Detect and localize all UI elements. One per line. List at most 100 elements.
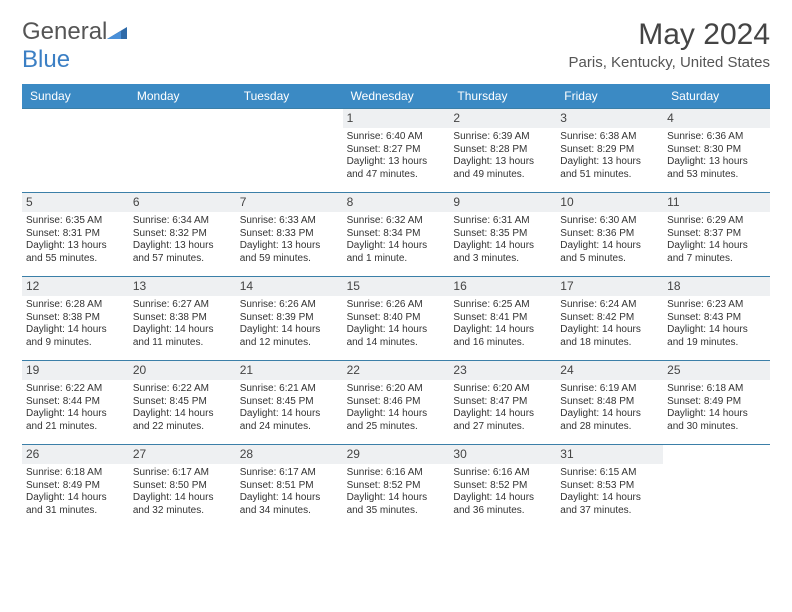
location: Paris, Kentucky, United States bbox=[569, 54, 770, 71]
calendar-cell: 5Sunrise: 6:35 AMSunset: 8:31 PMDaylight… bbox=[22, 192, 129, 276]
weekday-label: Thursday bbox=[449, 84, 556, 108]
day-info-line: and 19 minutes. bbox=[667, 337, 766, 350]
day-info-line: Sunset: 8:42 PM bbox=[560, 312, 659, 325]
calendar-cell: 18Sunrise: 6:23 AMSunset: 8:43 PMDayligh… bbox=[663, 276, 770, 360]
day-info: Sunrise: 6:38 AMSunset: 8:29 PMDaylight:… bbox=[560, 131, 659, 181]
day-info-line: Sunset: 8:28 PM bbox=[453, 144, 552, 157]
day-info-line: Sunset: 8:35 PM bbox=[453, 228, 552, 241]
day-info-line: Sunrise: 6:40 AM bbox=[347, 131, 446, 144]
day-info: Sunrise: 6:18 AMSunset: 8:49 PMDaylight:… bbox=[667, 383, 766, 433]
weekday-header: SundayMondayTuesdayWednesdayThursdayFrid… bbox=[22, 84, 770, 108]
day-number: 20 bbox=[129, 361, 236, 380]
day-number: 19 bbox=[22, 361, 129, 380]
day-info-line: Sunrise: 6:31 AM bbox=[453, 215, 552, 228]
calendar-grid: 1Sunrise: 6:40 AMSunset: 8:27 PMDaylight… bbox=[22, 108, 770, 528]
day-number: 1 bbox=[343, 109, 450, 128]
calendar-cell: 19 Sunrise: 6:22 AMSunset: 8:44 PMDayligh… bbox=[22, 360, 129, 444]
day-number: 29 bbox=[343, 445, 450, 464]
weekday-label: Monday bbox=[129, 84, 236, 108]
day-info-line: Sunrise: 6:34 AM bbox=[133, 215, 232, 228]
calendar-cell: 9 Sunrise: 6:31 AMSunset: 8:35 PMDaylight… bbox=[449, 192, 556, 276]
day-info-line: Sunset: 8:38 PM bbox=[26, 312, 125, 325]
weekday-label: Friday bbox=[556, 84, 663, 108]
day-info: Sunrise: 6:30 AMSunset: 8:36 PMDaylight:… bbox=[560, 215, 659, 265]
day-info-line: and 14 minutes. bbox=[347, 337, 446, 350]
day-info-line: Sunrise: 6:20 AM bbox=[453, 383, 552, 396]
day-number: 27 bbox=[129, 445, 236, 464]
calendar-cell: 2Sunrise: 6:39 AMSunset: 8:28 PMDaylight… bbox=[449, 108, 556, 192]
day-info-line: and 51 minutes. bbox=[560, 169, 659, 182]
calendar-cell: 24Sunrise: 6:19 AMSunset: 8:48 PMDayligh… bbox=[556, 360, 663, 444]
day-info-line: and 3 minutes. bbox=[453, 253, 552, 266]
day-info-line: and 36 minutes. bbox=[453, 505, 552, 518]
logo-text-part2: Blue bbox=[22, 46, 70, 73]
day-info-line: Sunset: 8:32 PM bbox=[133, 228, 232, 241]
day-info: Sunrise: 6:29 AMSunset: 8:37 PMDaylight:… bbox=[667, 215, 766, 265]
calendar-cell: 12Sunrise: 6:28 AMSunset: 8:38 PMDayligh… bbox=[22, 276, 129, 360]
calendar-cell: 23 Sunrise: 6:20 AMSunset: 8:47 PMDayligh… bbox=[449, 360, 556, 444]
day-info-line: Sunrise: 6:38 AM bbox=[560, 131, 659, 144]
day-number: 15 bbox=[343, 277, 450, 296]
day-number: 30 bbox=[449, 445, 556, 464]
calendar-cell: 21Sunrise: 6:21 AMSunset: 8:45 PMDayligh… bbox=[236, 360, 343, 444]
day-info-line: Sunrise: 6:29 AM bbox=[667, 215, 766, 228]
day-info-line: Sunset: 8:41 PM bbox=[453, 312, 552, 325]
day-info-line: Sunrise: 6:30 AM bbox=[560, 215, 659, 228]
day-info-line: Daylight: 14 hours bbox=[560, 324, 659, 337]
day-info-line: Sunset: 8:43 PM bbox=[667, 312, 766, 325]
day-info-line: Sunrise: 6:15 AM bbox=[560, 467, 659, 480]
day-number: 23 bbox=[449, 361, 556, 380]
day-info: Sunrise: 6:16 AMSunset: 8:52 PMDaylight:… bbox=[453, 467, 552, 517]
day-info-line: Sunset: 8:37 PM bbox=[667, 228, 766, 241]
calendar-cell: 3 Sunrise: 6:38 AMSunset: 8:29 PMDaylight… bbox=[556, 108, 663, 192]
calendar-cell-blank bbox=[236, 108, 343, 192]
day-info-line: and 57 minutes. bbox=[133, 253, 232, 266]
day-info-line: Sunrise: 6:33 AM bbox=[240, 215, 339, 228]
day-number: 2 bbox=[449, 109, 556, 128]
day-info-line: Daylight: 14 hours bbox=[240, 492, 339, 505]
day-number: 12 bbox=[22, 277, 129, 296]
day-info-line: Sunset: 8:53 PM bbox=[560, 480, 659, 493]
day-info-line: Daylight: 14 hours bbox=[560, 408, 659, 421]
day-info-line: Sunrise: 6:25 AM bbox=[453, 299, 552, 312]
day-info-line: and 59 minutes. bbox=[240, 253, 339, 266]
day-info: Sunrise: 6:31 AMSunset: 8:35 PMDaylight:… bbox=[453, 215, 552, 265]
day-number: 3 bbox=[556, 109, 663, 128]
calendar-cell: 6Sunrise: 6:34 AMSunset: 8:32 PMDaylight… bbox=[129, 192, 236, 276]
day-info-line: and 31 minutes. bbox=[26, 505, 125, 518]
calendar-cell: 14Sunrise: 6:26 AMSunset: 8:39 PMDayligh… bbox=[236, 276, 343, 360]
day-info-line: Sunrise: 6:24 AM bbox=[560, 299, 659, 312]
day-info-line: Daylight: 14 hours bbox=[453, 408, 552, 421]
day-info-line: Daylight: 13 hours bbox=[26, 240, 125, 253]
day-info-line: Sunset: 8:30 PM bbox=[667, 144, 766, 157]
day-number: 25 bbox=[663, 361, 770, 380]
day-number: 9 bbox=[449, 193, 556, 212]
day-info-line: Daylight: 14 hours bbox=[453, 324, 552, 337]
day-info-line: Sunset: 8:31 PM bbox=[26, 228, 125, 241]
day-info-line: and 49 minutes. bbox=[453, 169, 552, 182]
day-info-line: Sunset: 8:38 PM bbox=[133, 312, 232, 325]
day-info-line: Daylight: 14 hours bbox=[667, 324, 766, 337]
calendar-cell: 20Sunrise: 6:22 AMSunset: 8:45 PMDayligh… bbox=[129, 360, 236, 444]
day-info-line: and 24 minutes. bbox=[240, 421, 339, 434]
day-info-line: and 27 minutes. bbox=[453, 421, 552, 434]
day-info-line: Daylight: 14 hours bbox=[347, 240, 446, 253]
day-number: 18 bbox=[663, 277, 770, 296]
day-info-line: Sunset: 8:39 PM bbox=[240, 312, 339, 325]
day-info: Sunrise: 6:20 AMSunset: 8:47 PMDaylight:… bbox=[453, 383, 552, 433]
day-info-line: Daylight: 14 hours bbox=[240, 324, 339, 337]
day-info: Sunrise: 6:22 AMSunset: 8:44 PMDaylight:… bbox=[26, 383, 125, 433]
day-info: Sunrise: 6:32 AMSunset: 8:34 PMDaylight:… bbox=[347, 215, 446, 265]
weekday-label: Sunday bbox=[22, 84, 129, 108]
day-info-line: Sunrise: 6:19 AM bbox=[560, 383, 659, 396]
day-info-line: Sunset: 8:29 PM bbox=[560, 144, 659, 157]
calendar-cell: 1Sunrise: 6:40 AMSunset: 8:27 PMDaylight… bbox=[343, 108, 450, 192]
day-info: Sunrise: 6:18 AMSunset: 8:49 PMDaylight:… bbox=[26, 467, 125, 517]
calendar-cell-blank bbox=[129, 108, 236, 192]
day-info: Sunrise: 6:21 AMSunset: 8:45 PMDaylight:… bbox=[240, 383, 339, 433]
day-info: Sunrise: 6:16 AMSunset: 8:52 PMDaylight:… bbox=[347, 467, 446, 517]
day-info-line: Daylight: 14 hours bbox=[133, 492, 232, 505]
day-info-line: and 5 minutes. bbox=[560, 253, 659, 266]
calendar-cell: 25 Sunrise: 6:18 AMSunset: 8:49 PMDayligh… bbox=[663, 360, 770, 444]
day-info-line: Sunset: 8:47 PM bbox=[453, 396, 552, 409]
